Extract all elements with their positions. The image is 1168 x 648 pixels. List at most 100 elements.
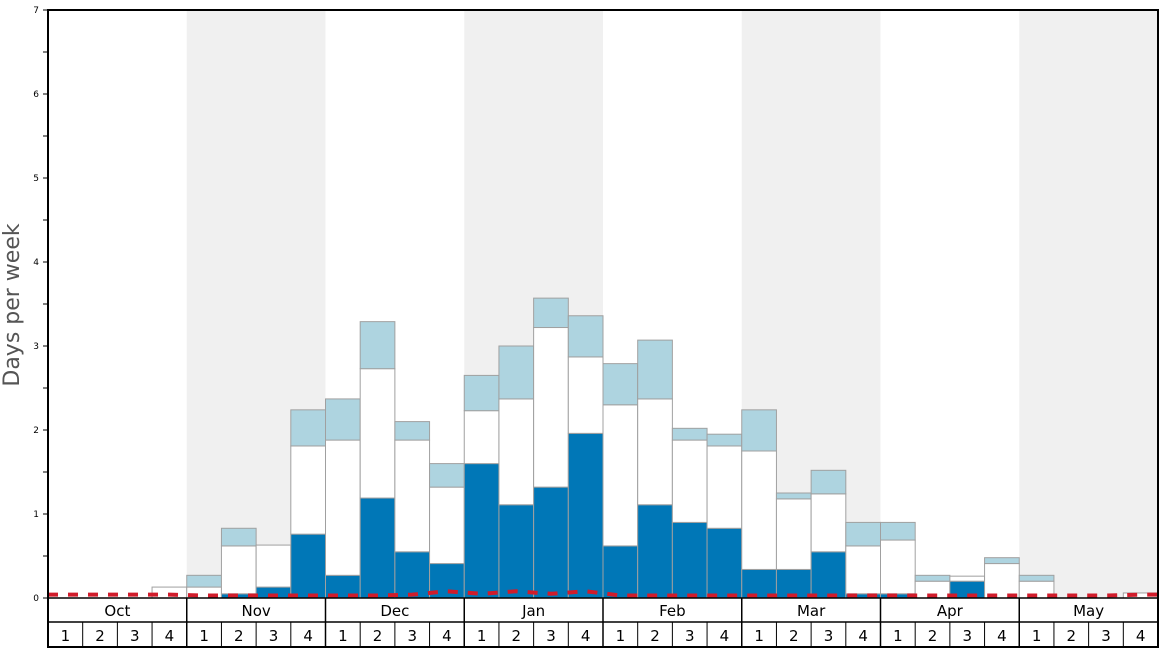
month-label-may: May — [1073, 602, 1104, 620]
bar-white-13 — [463, 410, 500, 465]
week-label: 3 — [1101, 627, 1111, 645]
bar-white-15 — [533, 327, 569, 488]
week-label: 1 — [199, 627, 209, 645]
week-label: 2 — [789, 627, 799, 645]
week-label: 1 — [61, 627, 71, 645]
bar-stacks — [151, 297, 1159, 599]
bar-light-18 — [637, 339, 673, 400]
bar-light-17 — [602, 363, 639, 406]
week-label: 3 — [269, 627, 279, 645]
bar-dark-17 — [602, 545, 639, 599]
month-label-mar: Mar — [797, 602, 826, 620]
month-band-may — [1019, 10, 1158, 598]
bar-white-11 — [394, 439, 431, 553]
bar-light-22 — [775, 492, 812, 500]
bar-dark-11 — [394, 551, 431, 599]
y-tick-label: 2 — [33, 426, 39, 436]
bar-white-19 — [671, 439, 708, 523]
bar-dark-23 — [810, 551, 847, 599]
bar-light-9 — [325, 398, 361, 441]
bar-white-9 — [325, 439, 361, 576]
week-label: 4 — [442, 627, 452, 645]
bar-light-14 — [498, 345, 535, 400]
bar-dark-8 — [290, 533, 326, 599]
bar-light-25 — [880, 521, 916, 541]
y-tick-label: 7 — [33, 6, 39, 16]
week-label: 4 — [720, 627, 730, 645]
bar-light-24 — [845, 521, 881, 547]
bar-light-29 — [1018, 574, 1055, 582]
week-label: 2 — [234, 627, 244, 645]
week-label: 2 — [512, 627, 522, 645]
bar-light-11 — [394, 421, 431, 441]
bar-dark-13 — [463, 463, 500, 599]
y-tick-label: 0 — [33, 594, 39, 604]
week-label: 1 — [754, 627, 764, 645]
bar-dark-15 — [533, 486, 569, 599]
week-label: 1 — [893, 627, 903, 645]
week-label: 1 — [477, 627, 487, 645]
y-axis-label: Days per week — [0, 223, 25, 386]
week-label: 1 — [1032, 627, 1042, 645]
month-label-feb: Feb — [659, 602, 686, 620]
bar-white-23 — [810, 493, 847, 553]
bar-white-12 — [429, 486, 465, 565]
y-tick-label: 4 — [33, 258, 39, 268]
bar-light-16 — [567, 315, 604, 358]
bar-light-8 — [290, 409, 326, 447]
y-axis: 0 1 2 3 4 5 6 7 — [33, 6, 48, 604]
week-label: 1 — [338, 627, 348, 645]
bar-light-12 — [429, 463, 465, 488]
bar-white-28 — [984, 563, 1020, 599]
y-tick-label: 3 — [33, 342, 39, 352]
y-tick-label: 5 — [33, 174, 39, 184]
month-label-oct: Oct — [104, 602, 130, 620]
bar-light-21 — [741, 409, 777, 452]
week-label: 2 — [95, 627, 105, 645]
bar-white-20 — [706, 445, 743, 529]
bar-dark-19 — [671, 521, 708, 599]
month-label-dec: Dec — [380, 602, 409, 620]
bar-white-21 — [741, 450, 777, 570]
bar-white-10 — [359, 368, 396, 499]
bar-white-17 — [602, 404, 639, 547]
week-label: 4 — [1136, 627, 1146, 645]
x-axis: Oct 1 2 3 4 Nov 1 2 3 4 Dec 1 2 3 4 Jan 1 2 3 4 Feb 1 2 3 4 Mar 1 2… — [48, 597, 1158, 647]
week-label: 3 — [407, 627, 417, 645]
bar-light-10 — [359, 321, 396, 370]
week-label: 4 — [165, 627, 175, 645]
week-label: 3 — [824, 627, 834, 645]
week-label: 3 — [546, 627, 556, 645]
bar-dark-10 — [359, 497, 396, 599]
week-label: 2 — [650, 627, 660, 645]
week-label: 4 — [581, 627, 591, 645]
week-label: 1 — [616, 627, 626, 645]
week-label: 2 — [373, 627, 383, 645]
bar-white-25 — [880, 539, 916, 595]
bar-light-26 — [914, 574, 951, 582]
y-tick-label: 1 — [33, 510, 39, 520]
bar-white-7 — [255, 544, 292, 588]
bar-white-6 — [220, 545, 257, 595]
bar-light-15 — [533, 297, 569, 329]
month-label-nov: Nov — [241, 602, 270, 620]
bar-dark-20 — [706, 527, 743, 599]
bar-white-24 — [845, 545, 881, 595]
week-label: 4 — [997, 627, 1007, 645]
bar-white-18 — [637, 398, 673, 506]
bar-dark-14 — [498, 504, 535, 599]
bar-light-23 — [810, 469, 847, 495]
bar-dark-18 — [637, 504, 673, 599]
bar-light-19 — [671, 427, 708, 441]
bar-light-28 — [984, 557, 1020, 565]
month-label-apr: Apr — [937, 602, 964, 620]
bar-light-5 — [186, 574, 222, 588]
bar-white-27 — [949, 575, 986, 582]
bar-light-20 — [706, 433, 743, 447]
week-label: 2 — [1067, 627, 1077, 645]
week-label: 2 — [928, 627, 938, 645]
week-label: 4 — [303, 627, 313, 645]
week-label: 3 — [685, 627, 695, 645]
bar-white-8 — [290, 445, 326, 535]
